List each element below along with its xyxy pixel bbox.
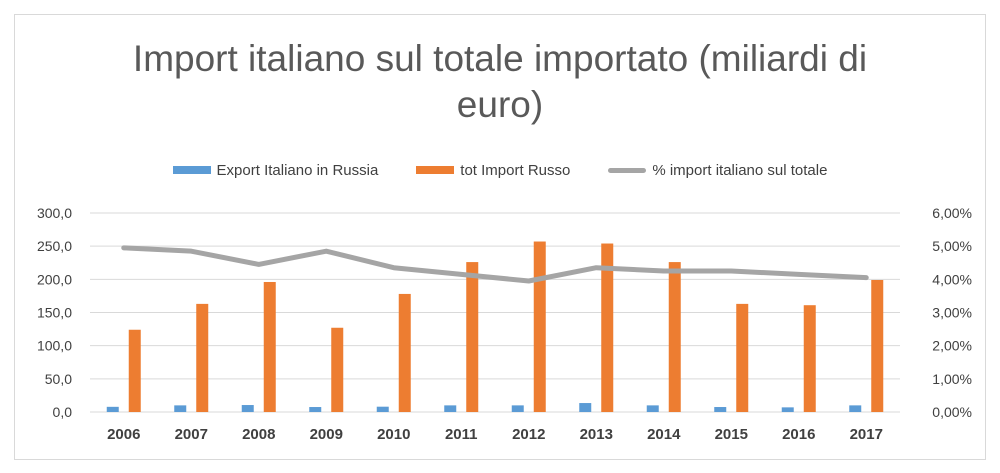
x-tick-label: 2014 xyxy=(647,426,681,443)
chart-legend: Export Italiano in Russia tot Import Rus… xyxy=(0,158,1000,182)
bar-import xyxy=(533,241,546,412)
bar-import xyxy=(803,305,816,412)
legend-item-export: Export Italiano in Russia xyxy=(172,161,379,179)
bar-import xyxy=(398,293,411,412)
bar-export xyxy=(241,405,254,412)
x-tick-label: 2009 xyxy=(310,426,343,443)
y-right-tick-label: 1,00% xyxy=(932,371,972,387)
x-tick-label: 2012 xyxy=(512,426,545,443)
y-right-tick-label: 0,00% xyxy=(932,404,972,420)
chart-frame xyxy=(14,14,986,460)
legend-swatch-import xyxy=(416,166,455,174)
x-tick-label: 2016 xyxy=(782,426,815,443)
bar-export xyxy=(646,405,659,412)
y-left-tick-label: 50,0 xyxy=(45,371,72,387)
bar-export xyxy=(309,407,322,412)
y-right-tick-label: 3,00% xyxy=(932,305,972,321)
bar-import xyxy=(128,329,141,412)
bar-import xyxy=(601,243,614,412)
y-right-tick-label: 6,00% xyxy=(932,205,972,221)
y-left-tick-label: 250,0 xyxy=(37,238,72,254)
bar-import xyxy=(668,262,681,412)
bar-export xyxy=(106,406,119,412)
bar-export xyxy=(174,405,187,412)
bar-export xyxy=(511,405,524,412)
y-right-tick-label: 5,00% xyxy=(932,238,972,254)
y-left-tick-label: 200,0 xyxy=(37,271,72,287)
bar-export xyxy=(579,403,592,412)
x-tick-label: 2013 xyxy=(580,426,613,443)
legend-item-import: tot Import Russo xyxy=(416,162,570,179)
x-tick-label: 2015 xyxy=(715,426,748,443)
chart-title: Import italiano sul totale importato (mi… xyxy=(0,36,1000,128)
bar-export xyxy=(781,407,794,412)
legend-label-percent: % import italiano sul totale xyxy=(652,161,828,179)
bar-import xyxy=(331,327,344,412)
y-left-tick-label: 0,0 xyxy=(53,404,73,420)
x-tick-label: 2010 xyxy=(377,426,410,443)
bar-export xyxy=(444,405,457,412)
y-right-tick-label: 4,00% xyxy=(932,271,972,287)
line-percent xyxy=(121,245,869,284)
y-left-tick-label: 100,0 xyxy=(37,338,72,354)
bar-import xyxy=(736,303,749,412)
x-tick-label: 2011 xyxy=(445,426,478,443)
bar-import xyxy=(263,281,276,412)
legend-swatch-percent xyxy=(608,167,647,173)
x-tick-label: 2006 xyxy=(107,426,140,443)
y-left-tick-label: 300,0 xyxy=(37,205,72,221)
bar-export xyxy=(376,406,389,412)
chart-title-line-2: euro) xyxy=(456,84,544,125)
legend-label-import: tot Import Russo xyxy=(460,161,571,179)
chart-title-line-1: Import italiano sul totale importato (mi… xyxy=(132,38,868,79)
bar-export xyxy=(714,407,727,412)
legend-item-percent: % import italiano sul totale xyxy=(608,162,827,179)
x-tick-label: 2008 xyxy=(242,426,275,443)
x-tick-label: 2017 xyxy=(850,426,883,443)
y-right-tick-label: 2,00% xyxy=(932,338,972,354)
legend-label-export: Export Italiano in Russia xyxy=(216,161,379,179)
legend-swatch-export xyxy=(172,166,211,174)
bar-import xyxy=(466,262,479,412)
bar-import xyxy=(871,279,884,412)
y-left-tick-label: 150,0 xyxy=(37,305,72,321)
x-tick-label: 2007 xyxy=(175,426,208,443)
bar-export xyxy=(849,405,862,412)
bar-import xyxy=(196,303,209,412)
